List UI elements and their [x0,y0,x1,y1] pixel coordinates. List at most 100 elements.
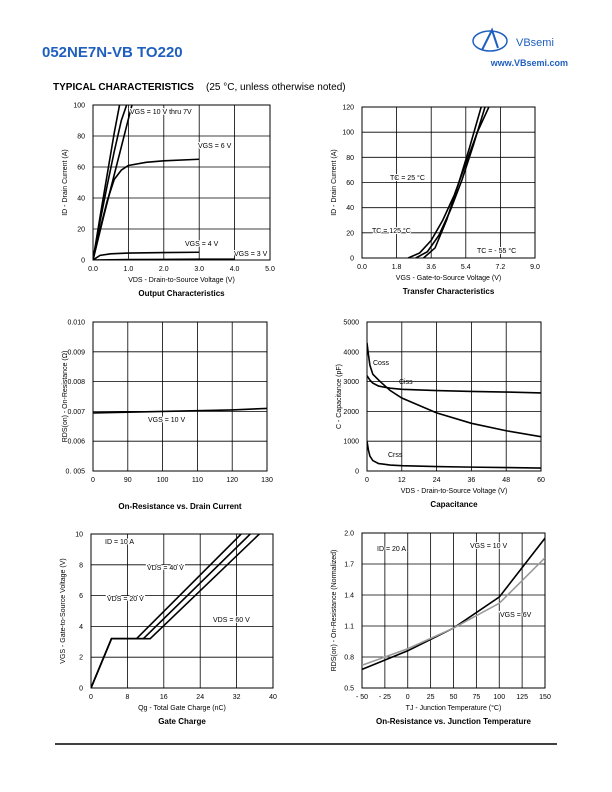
chart-title: Transfer Characteristics [403,287,495,296]
x-tick-label: 16 [160,694,168,701]
chart-title: Gate Charge [158,717,206,726]
y-tick-label: 60 [346,180,354,187]
y-tick-label: 1.4 [344,593,354,600]
x-tick-label: 7.2 [496,264,506,271]
x-tick-label: 48 [502,477,510,484]
y-tick-label: 0.010 [67,320,85,327]
x-tick-label: 8 [125,694,129,701]
annotation: VGS = 10 V [470,543,507,550]
x-tick-label: 24 [433,477,441,484]
y-axis-label: C - Capacitance (pF) [336,364,343,429]
y-tick-label: 0 [350,256,354,263]
chart-title: Capacitance [430,500,478,509]
data-line [93,258,235,260]
chart: 0 90 100 110 120 130 0. 005 0.006 0.007 0.008 0.00… [62,320,273,512]
x-tick-label: - 50 [356,694,368,701]
data-line [93,251,200,260]
y-axis-label: ID - Drain Current (A) [331,149,338,216]
y-tick-label: 120 [342,105,354,112]
annotation: TC = 125 °C [372,227,411,235]
x-tick-label: 2.0 [159,266,169,273]
x-tick-label: 0 [91,477,95,484]
x-tick-label: 4.0 [230,266,240,273]
y-tick-label: 0.007 [67,409,85,416]
x-tick-label: 130 [261,477,273,484]
data-line [93,407,267,414]
y-tick-label: 80 [346,155,354,162]
data-line [367,342,541,438]
y-tick-label: 0.8 [344,655,354,662]
x-tick-label: 75 [472,694,480,701]
x-tick-label: 0 [365,477,369,484]
y-tick-label: 100 [73,103,85,110]
x-tick-label: 0.0 [357,264,367,271]
y-axis-label: RDS(on) - On-Resistance (Normalized) [331,550,338,672]
y-tick-label: 80 [77,134,85,141]
y-tick-label: 10 [75,532,83,539]
x-tick-label: 50 [450,694,458,701]
y-tick-label: 0.009 [67,349,85,356]
y-tick-label: 20 [346,230,354,237]
y-tick-label: 2.0 [344,531,354,538]
data-line [367,375,541,394]
x-tick-label: 5.4 [461,264,471,271]
annotation: TC = - 55 °C [477,247,516,255]
y-tick-label: 0 [355,469,359,476]
y-tick-label: 4 [79,624,83,631]
x-tick-label: 36 [468,477,476,484]
y-tick-label: 40 [346,205,354,212]
chart-title: On-Resistance vs. Drain Current [118,502,241,511]
x-axis-label: TJ - Junction Temperature (°C) [406,704,502,712]
x-tick-label: 12 [398,477,406,484]
y-tick-label: 1.7 [344,562,354,569]
y-tick-label: 40 [77,196,85,203]
x-tick-label: 24 [196,694,204,701]
plot-frame [361,532,546,689]
x-tick-label: 25 [427,694,435,701]
x-tick-label: 1.8 [392,264,402,271]
url[interactable]: www.VBsemi.com [490,58,568,68]
chart: 0.0 1.8 3.6 5.4 7.2 9.0 0 20 40 60 80 100 120 VGS - G… [331,105,540,297]
y-tick-label: 0.5 [344,686,354,693]
y-tick-label: 0. 005 [66,469,86,476]
data-line [91,534,251,688]
data-line [91,534,260,688]
y-axis-label: RDS(on) - On-Resistance (Ω) [62,351,69,443]
series-label: Ciss [399,379,413,386]
annotation: VDS = 40 V [147,565,184,572]
annotation: VGS = 4 V [185,241,219,248]
y-tick-label: 6 [79,593,83,600]
x-tick-label: 100 [157,477,169,484]
data-line [93,105,128,260]
y-tick-label: 1.1 [344,624,354,631]
x-tick-label: 100 [493,694,505,701]
chart-title: Output Characteristics [138,289,225,298]
x-tick-label: 3.0 [194,266,204,273]
series-label: Crss [388,452,403,459]
data-line [407,107,490,258]
brand: VBsemi [516,37,554,49]
x-tick-label: 5.0 [265,266,275,273]
x-tick-label: 9.0 [530,264,540,271]
y-tick-label: 20 [77,227,85,234]
data-line [367,441,541,469]
x-tick-label: 60 [537,477,545,484]
y-tick-label: 3000 [343,379,359,386]
plot-frame [92,321,268,472]
x-tick-label: 0.0 [88,266,98,273]
x-axis-label: VGS - Gate-to-Source Voltage (V) [396,275,501,282]
x-tick-label: 3.6 [426,264,436,271]
annotation: VGS = 10 V thru 7V [130,109,192,116]
x-tick-label: 1.0 [124,266,134,273]
section-title: TYPICAL CHARACTERISTICS [53,82,194,93]
plot-frame [366,321,542,472]
chart-title: On-Resistance vs. Junction Temperature [376,717,532,726]
y-tick-label: 2000 [343,409,359,416]
y-tick-label: 0.008 [67,379,85,386]
y-tick-label: 4000 [343,349,359,356]
annotation: VGS = 3 V [234,251,268,258]
y-tick-label: 0 [79,686,83,693]
x-tick-label: - 25 [379,694,391,701]
chart: 0 12 24 36 48 60 0 1000 2000 3000 4000 5000 Coss Ciss… [336,320,545,510]
